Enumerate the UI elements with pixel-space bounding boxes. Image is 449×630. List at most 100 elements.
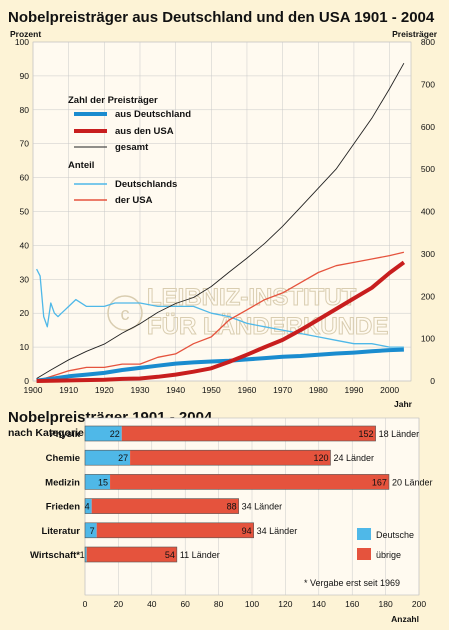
bar-legend-other: übrige [376,550,401,560]
bar-x-tick-label: 40 [147,599,157,609]
bar-other [110,474,389,490]
left-tick-label: 20 [20,308,30,318]
bar-chart-subtitle: nach Kategorien [8,427,90,439]
right-axis-label: Preisträger [392,29,438,39]
bar-other [96,522,254,538]
left-tick-label: 70 [20,139,30,149]
bar-value-other: 152 [359,429,374,439]
bar-value-germany: 27 [118,453,128,463]
left-tick-label: 90 [20,71,30,81]
bar-value-germany: 1 [80,550,85,560]
right-tick-label: 500 [421,164,435,174]
bar-value-germany: 4 [85,502,90,512]
bar-value-germany: 22 [110,429,120,439]
right-tick-label: 100 [421,334,435,344]
left-tick-label: 60 [20,173,30,183]
line-series-group [36,62,406,383]
right-tick-label: 800 [421,37,435,47]
bar-germany [85,426,122,441]
watermark-line2: FÜR LÄNDERKUNDE [147,313,388,340]
bar-country-count: 11 Länder [180,550,220,560]
bar-legend-swatch-other [357,548,371,560]
copyright-icon-glyph: c [121,304,130,324]
bar-value-other: 120 [313,453,328,463]
bar-value-germany: 15 [98,477,108,487]
left-tick-label: 40 [20,240,30,250]
bar-value-other: 54 [165,550,175,560]
left-tick-label: 50 [20,207,30,217]
bar-outline [84,425,376,442]
bar-value-other: 94 [242,526,252,536]
x-tick-label: 2000 [380,385,399,395]
left-tick-label: 100 [15,37,29,47]
bar-value-germany: 7 [90,526,95,536]
bar-other [86,547,177,562]
series-usa-count [36,260,406,383]
series-total [36,62,405,379]
copyright-icon [107,295,143,331]
bar-legend-germany: Deutsche [376,530,414,540]
x-tick-label: 1990 [344,385,363,395]
x-axis-label: Jahr [394,399,413,409]
bar-x-tick-label: 120 [278,599,292,609]
x-tick-label: 1950 [202,385,221,395]
bar-series-group: Physik 22 152 18 Länder Chemie 27 120 24 Länder… [30,425,433,563]
bar-value-other: 167 [372,477,387,487]
legend-item-usa-share: der USA [115,195,153,206]
bar-germany [85,474,111,490]
bar-germany [85,450,131,466]
bar-other [121,426,376,441]
bar-country-count: 20 Länder [392,477,433,487]
bar-outline [84,546,178,563]
bar-outline [84,522,254,539]
x-tick-label: 1940 [166,385,185,395]
bar-x-tick-label: 60 [180,599,190,609]
left-tick-label: 30 [20,274,30,284]
x-tick-label: 1970 [273,385,292,395]
bar-x-tick-label: 180 [379,599,393,609]
bar-x-tick-label: 200 [412,599,426,609]
line-chart-title: Nobelpreisträger aus Deutschland und den… [8,9,435,26]
x-tick-label: 1910 [59,385,78,395]
right-tick-label: 400 [421,207,435,217]
bar-germany [85,522,97,538]
left-tick-label: 10 [20,342,30,352]
bar-other [130,450,331,466]
legend-item-total: gesamt [115,142,149,153]
x-tick-label: 1900 [24,385,43,395]
bar-category-label: Medizin [45,477,80,488]
bar-x-tick-label: 0 [83,599,88,609]
bar-x-axis-label: Anzahl [391,614,419,624]
left-tick-label: 0 [24,376,29,386]
bar-legend: Deutsche übrige [357,528,414,560]
bar-category-label: Chemie [46,453,80,464]
bar-x-tick-label: 100 [245,599,259,609]
bar-category-label: Wirtschaft* [30,550,80,561]
legend-group2-title: Anteil [68,160,94,171]
bar-country-count: 34 Länder [257,526,298,536]
x-tick-label: 1930 [131,385,150,395]
legend-item-germany-count: aus Deutschland [115,109,191,120]
left-axis-label: Prozent [10,29,41,39]
series-usa-share [36,251,405,382]
bar-category-label: Frieden [46,502,81,513]
right-tick-label: 700 [421,79,435,89]
bar-country-count: 18 Länder [379,429,420,439]
bar-x-tick-label: 160 [345,599,359,609]
line-legend: Zahl der Preisträger aus Deutschland aus… [68,95,191,206]
bar-x-tick-label: 20 [114,599,124,609]
bar-footnote: * Vergabe erst seit 1969 [304,578,400,588]
right-tick-label: 300 [421,249,435,259]
legend-item-usa-count: aus den USA [115,126,174,137]
bar-country-count: 24 Länder [333,453,374,463]
bar-other [91,498,239,514]
bar-outline [84,474,390,490]
legend-item-germany-share: Deutschlands [115,179,177,190]
bar-country-count: 34 Länder [242,502,283,512]
x-tick-label: 1960 [238,385,257,395]
bar-x-tick-label: 140 [312,599,326,609]
line-tick-labels: 0 10 20 30 40 50 60 70 80 90 100 0 100 200 300 400 500 60… [15,37,435,395]
x-tick-label: 1980 [309,385,328,395]
